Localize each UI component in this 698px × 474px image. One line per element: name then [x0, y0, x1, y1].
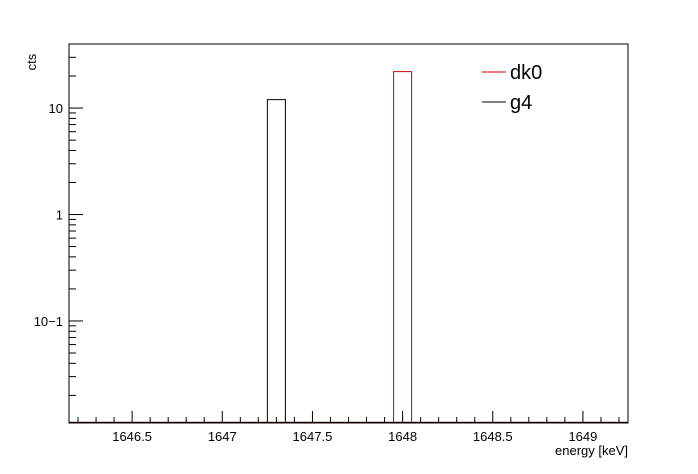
- x-tick-label: 1649: [568, 429, 597, 444]
- x-tick-label: 1647.5: [293, 429, 333, 444]
- axes: [68, 43, 629, 424]
- legend-label-dk0: dk0: [510, 62, 542, 84]
- y-axis-title: cts: [24, 53, 39, 70]
- legend-label-g4: g4: [510, 92, 532, 114]
- x-tick-label: 1648.5: [473, 429, 513, 444]
- plot-frame: [68, 43, 629, 424]
- y-tick-label: 10: [49, 101, 63, 116]
- y-tick-label: 1: [56, 208, 63, 223]
- x-tick-label: 1648: [388, 429, 417, 444]
- y-tick-label: 10−1: [34, 314, 63, 329]
- bar-dk0: [393, 71, 413, 423]
- x-tick-label: 1647: [208, 429, 237, 444]
- histogram-bars: [69, 71, 628, 424]
- x-axis-title: energy [keV]: [555, 443, 628, 458]
- tick-labels: 1646.5 1647 1647.5 1648 1648.5 1649 10 1 10−1: [34, 101, 598, 444]
- bar-g4: [266, 99, 286, 423]
- axis-ticks: [69, 43, 620, 423]
- x-tick-label: 1646.5: [112, 429, 152, 444]
